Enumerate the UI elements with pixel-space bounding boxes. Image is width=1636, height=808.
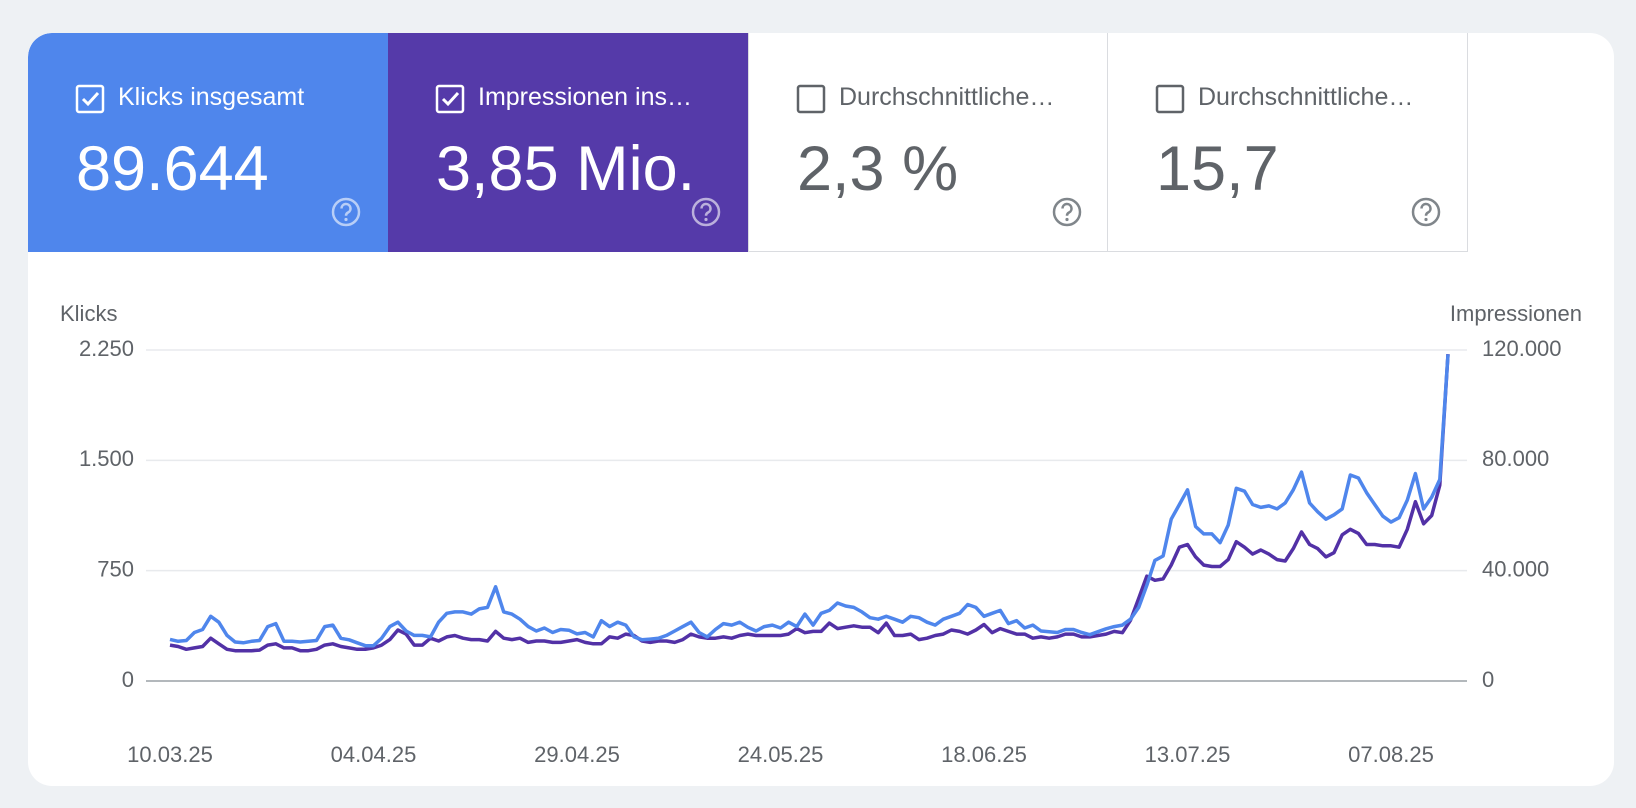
metric-label: Klicks insgesamt <box>118 83 305 111</box>
y2-tick-label: 80.000 <box>1482 446 1549 471</box>
metric-label: Durchschnittliche… <box>839 83 1055 111</box>
metric-value: 2,3 % <box>797 134 959 204</box>
y-tick-label: 750 <box>97 556 134 581</box>
metric-value: 89.644 <box>76 134 269 204</box>
metric-value: 15,7 <box>1156 134 1279 204</box>
help-icon[interactable] <box>330 196 362 228</box>
y2-tick-label: 120.000 <box>1482 336 1562 361</box>
y2-tick-label: 0 <box>1482 667 1494 692</box>
metric-tile[interactable]: Durchschnittliche… 15,7 <box>1108 33 1468 252</box>
y-tick-label: 2.250 <box>79 336 134 361</box>
checkbox[interactable] <box>75 84 105 114</box>
metric-label: Durchschnittliche… <box>1198 83 1414 111</box>
metric-tile[interactable]: Impressionen ins… 3,85 Mio. <box>388 33 748 252</box>
help-icon[interactable] <box>690 196 722 228</box>
x-tick-label: 04.04.25 <box>331 742 417 767</box>
y-axis-title: Klicks <box>60 301 117 326</box>
metric-tile[interactable]: Klicks insgesamt 89.644 <box>28 33 388 252</box>
series-line <box>169 353 1450 653</box>
x-tick-label: 24.05.25 <box>738 742 824 767</box>
checkbox[interactable] <box>1155 84 1185 114</box>
checkbox[interactable] <box>435 84 465 114</box>
x-tick-label: 10.03.25 <box>127 742 213 767</box>
x-tick-label: 18.06.25 <box>941 742 1027 767</box>
help-icon[interactable] <box>1051 196 1083 228</box>
y-tick-label: 1.500 <box>79 446 134 471</box>
performance-card: Klicks insgesamt 89.644 Impressionen ins…… <box>28 33 1614 786</box>
chart: Klicks Impressionen 0 750 1.500 2.250 0 40.000 8… <box>60 301 1582 767</box>
checkbox[interactable] <box>796 84 826 114</box>
x-tick-label: 13.07.25 <box>1145 742 1231 767</box>
y-tick-label: 0 <box>122 667 134 692</box>
x-tick-label: 29.04.25 <box>534 742 620 767</box>
metric-label: Impressionen ins… <box>478 83 692 111</box>
metric-value: 3,85 Mio. <box>436 134 696 204</box>
y2-tick-label: 40.000 <box>1482 556 1549 581</box>
help-icon[interactable] <box>1410 196 1442 228</box>
y2-axis-title: Impressionen <box>1450 301 1582 326</box>
series-line <box>169 354 1450 648</box>
x-tick-label: 07.08.25 <box>1348 742 1434 767</box>
metric-tile[interactable]: Durchschnittliche… 2,3 % <box>748 33 1108 252</box>
